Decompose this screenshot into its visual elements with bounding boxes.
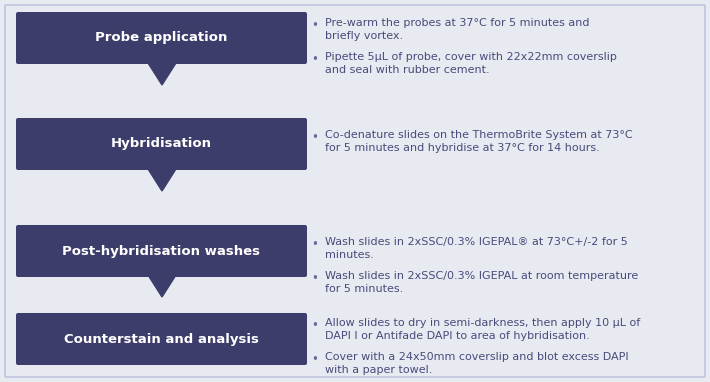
Polygon shape [148, 275, 176, 297]
Text: Counterstain and analysis: Counterstain and analysis [64, 332, 259, 345]
Text: briefly vortex.: briefly vortex. [325, 31, 403, 41]
Text: Probe application: Probe application [95, 31, 228, 44]
Text: Allow slides to dry in semi-darkness, then apply 10 μL of: Allow slides to dry in semi-darkness, th… [325, 318, 640, 328]
Text: for 5 minutes and hybridise at 37°C for 14 hours.: for 5 minutes and hybridise at 37°C for … [325, 143, 600, 153]
Text: Wash slides in 2xSSC/0.3% IGEPAL® at 73°C+/-2 for 5: Wash slides in 2xSSC/0.3% IGEPAL® at 73°… [325, 237, 628, 247]
Polygon shape [148, 169, 176, 191]
Text: Pipette 5μL of probe, cover with 22x22mm coverslip: Pipette 5μL of probe, cover with 22x22mm… [325, 52, 617, 62]
Text: •: • [312, 53, 319, 66]
Text: •: • [312, 131, 319, 144]
Polygon shape [148, 63, 176, 85]
Text: Wash slides in 2xSSC/0.3% IGEPAL at room temperature: Wash slides in 2xSSC/0.3% IGEPAL at room… [325, 271, 638, 281]
Text: •: • [312, 319, 319, 332]
Text: Pre-warm the probes at 37°C for 5 minutes and: Pre-warm the probes at 37°C for 5 minute… [325, 18, 589, 28]
Text: Post-hybridisation washes: Post-hybridisation washes [62, 244, 261, 257]
Text: •: • [312, 353, 319, 366]
Text: Co-denature slides on the ThermoBrite System at 73°C: Co-denature slides on the ThermoBrite Sy… [325, 130, 633, 140]
Text: for 5 minutes.: for 5 minutes. [325, 284, 403, 294]
Text: minutes.: minutes. [325, 250, 374, 260]
Text: with a paper towel.: with a paper towel. [325, 365, 432, 375]
Text: Cover with a 24x50mm coverslip and blot excess DAPI: Cover with a 24x50mm coverslip and blot … [325, 352, 628, 362]
FancyBboxPatch shape [16, 225, 307, 277]
Text: Hybridisation: Hybridisation [111, 138, 212, 151]
Text: •: • [312, 238, 319, 251]
FancyBboxPatch shape [16, 118, 307, 170]
FancyBboxPatch shape [16, 313, 307, 365]
Text: •: • [312, 272, 319, 285]
Text: and seal with rubber cement.: and seal with rubber cement. [325, 65, 490, 75]
FancyBboxPatch shape [16, 12, 307, 64]
Text: DAPI I or Antifade DAPI to area of hybridisation.: DAPI I or Antifade DAPI to area of hybri… [325, 331, 590, 341]
Text: •: • [312, 19, 319, 32]
